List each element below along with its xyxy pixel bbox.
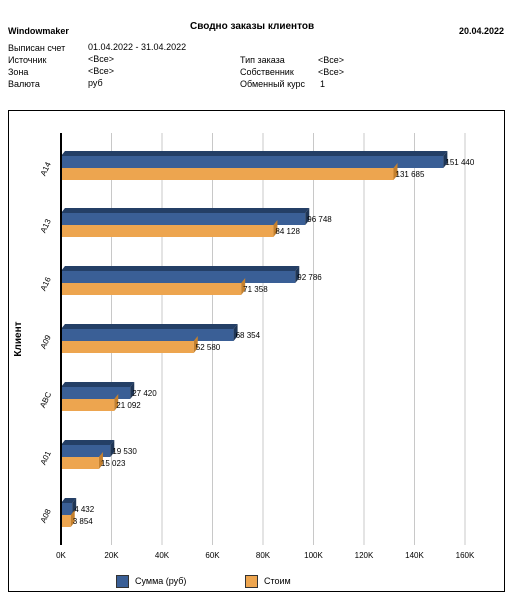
value-exchange-rate: 1: [320, 79, 326, 89]
bar-A01-s2: [61, 457, 99, 469]
legend-label-series-2: Стоим: [264, 576, 291, 586]
data-label-A13-s1: 96 748: [307, 215, 332, 224]
bar-A13-s2: [61, 225, 274, 237]
bar-A14-s1: [61, 156, 444, 168]
bar-side-A09-s1: [233, 324, 238, 341]
category-label-A16: A16: [39, 275, 53, 292]
label-exchange-rate: Обменный курс: [240, 79, 306, 89]
bar-top-A08-s1: [61, 498, 77, 503]
category-label-ABC: ABC: [38, 390, 53, 409]
value-source: <Все>: [88, 54, 115, 64]
bar-A08-s2: [61, 515, 71, 527]
bar-A16-s1: [61, 271, 296, 283]
bar-ABC-s1: [61, 387, 131, 399]
label-order-type: Тип заказа: [240, 55, 285, 65]
data-label-A09-s1: 68 354: [236, 331, 261, 340]
label-currency: Валюта: [8, 79, 40, 89]
bar-side-A09-s2: [193, 336, 198, 353]
company-name: Windowmaker: [8, 26, 69, 36]
x-tick-label: 160K: [456, 551, 475, 560]
label-owner: Собственник: [240, 67, 294, 77]
bar-side-A08-s2: [70, 510, 75, 527]
bar-top-A14-s1: [61, 151, 448, 156]
bar-top-A13-s1: [61, 208, 310, 213]
data-label-A09-s2: 52 580: [196, 343, 221, 352]
x-tick-label: 100K: [304, 551, 323, 560]
bar-side-A14-s1: [443, 151, 448, 168]
legend-swatch-series-2: [245, 574, 258, 588]
value-invoice-period: 01.04.2022 - 31.04.2022: [88, 42, 187, 52]
label-invoice-period: Выписан счет: [8, 43, 66, 53]
label-zone: Зона: [8, 67, 29, 77]
bar-top-A09-s1: [61, 324, 238, 329]
x-tick-label: 40K: [155, 551, 170, 560]
legend-swatch-series-1: [116, 574, 129, 588]
data-label-A13-s2: 84 128: [275, 227, 300, 236]
bar-side-A01-s1: [110, 440, 115, 457]
bar-side-A13-s1: [305, 208, 310, 225]
bar-A09-s2: [61, 341, 194, 353]
bar-A01-s1: [61, 445, 111, 457]
bar-top-A01-s1: [61, 440, 115, 445]
data-label-ABC-s1: 27 420: [132, 389, 157, 398]
data-label-A08-s1: 4 432: [74, 505, 95, 514]
bar-A08-s1: [61, 503, 73, 515]
data-label-A01-s1: 19 530: [112, 447, 137, 456]
x-tick-label: 80K: [256, 551, 271, 560]
bar-A13-s1: [61, 213, 306, 225]
data-label-ABC-s2: 21 092: [116, 401, 141, 410]
data-label-A14-s1: 151 440: [445, 158, 474, 167]
bar-A09-s1: [61, 329, 234, 341]
category-label-A09: A09: [39, 333, 53, 350]
category-label-A14: A14: [39, 160, 53, 177]
bar-side-ABC-s1: [130, 382, 135, 399]
bar-side-A16-s1: [295, 266, 300, 283]
x-tick-label: 20K: [104, 551, 119, 560]
category-label-A08: A08: [39, 507, 53, 524]
value-order-type: <Все>: [318, 55, 345, 65]
bar-side-A16-s2: [241, 278, 246, 295]
bar-side-A13-s2: [273, 220, 278, 237]
bar-ABC-s2: [61, 399, 115, 411]
report-title: Сводно заказы клиентов: [190, 21, 315, 32]
bar-side-A01-s2: [98, 452, 103, 469]
data-label-A16-s2: 71 358: [243, 285, 268, 294]
bar-side-A08-s1: [72, 498, 77, 515]
legend-item-series-1: Сумма (руб): [116, 574, 186, 588]
bar-A16-s2: [61, 283, 242, 295]
bar-side-ABC-s2: [114, 394, 119, 411]
bar-top-A16-s1: [61, 266, 300, 271]
bar-top-ABC-s1: [61, 382, 135, 387]
y-axis-label: Клиент: [13, 321, 24, 356]
data-label-A14-s2: 131 685: [396, 170, 425, 179]
data-label-A16-s1: 92 786: [297, 273, 322, 282]
value-owner: <Все>: [318, 67, 345, 77]
x-tick-label: 60K: [205, 551, 220, 560]
category-label-A01: A01: [39, 449, 53, 466]
bar-side-A14-s2: [393, 163, 398, 180]
legend-item-series-2: Стоим: [245, 574, 291, 588]
bar-A14-s2: [61, 168, 394, 180]
legend-label-series-1: Сумма (руб): [135, 576, 187, 586]
data-label-A01-s2: 15 023: [101, 459, 126, 468]
category-label-A13: A13: [39, 217, 53, 234]
x-tick-label: 0K: [56, 551, 66, 560]
value-currency: руб: [88, 78, 103, 88]
data-label-A08-s2: 3 854: [73, 517, 94, 526]
report-date: 20.04.2022: [459, 26, 505, 36]
value-zone: <Все>: [88, 66, 115, 76]
x-tick-label: 120K: [355, 551, 374, 560]
label-source: Источник: [8, 55, 47, 65]
x-tick-label: 140K: [405, 551, 424, 560]
